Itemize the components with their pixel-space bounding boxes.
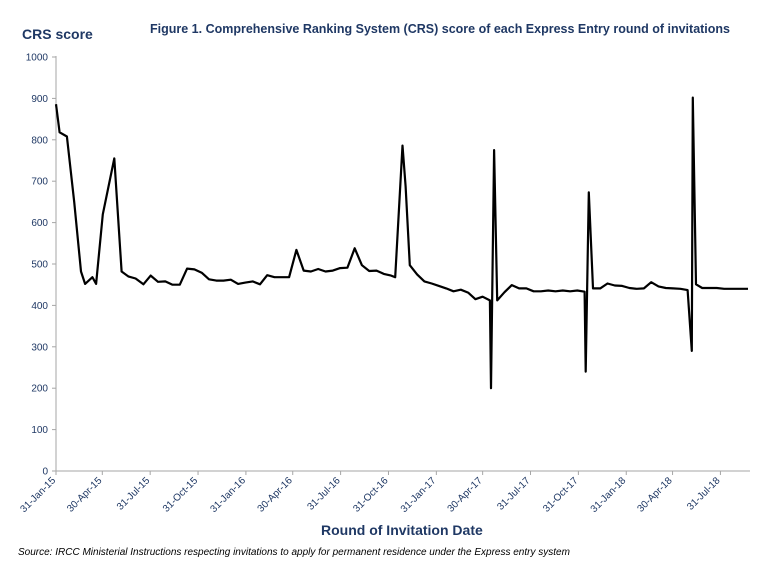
x-tick-label: 31-Oct-17: [541, 475, 581, 515]
x-tick-label: 31-Oct-15: [161, 475, 201, 515]
y-tick-label: 800: [31, 135, 48, 146]
x-tick-label: 31-Jan-17: [399, 475, 439, 515]
y-tick-label: 300: [31, 342, 48, 353]
y-tick-label: 1000: [26, 53, 49, 64]
y-tick-label: 500: [31, 260, 48, 271]
x-tick-label: 31-Jul-16: [305, 475, 343, 513]
y-tick-label: 0: [42, 467, 48, 478]
y-tick-label: 900: [31, 94, 48, 105]
source-note: Source: IRCC Ministerial Instructions re…: [18, 547, 570, 558]
x-tick-label: 30-Apr-16: [256, 475, 296, 515]
x-tick-label: 31-Jan-16: [208, 475, 248, 515]
series-group: [54, 96, 748, 390]
x-axis-title: Round of Invitation Date: [321, 522, 483, 538]
y-tick-label: 100: [31, 425, 48, 436]
chart-title: Figure 1. Comprehensive Ranking System (…: [150, 22, 730, 36]
x-axis-ticks: 31-Jan-15 30-Apr-15 31-Jul-15 31-Oct-15 31-J…: [19, 471, 723, 515]
y-tick-label: 600: [31, 218, 48, 229]
x-tick-label: 31-Oct-16: [351, 475, 391, 515]
x-tick-label: 31-Jan-15: [19, 475, 59, 515]
y-tick-label: 700: [31, 177, 48, 188]
crs-score-series-line: [54, 96, 748, 390]
x-tick-label: 31-Jul-15: [115, 475, 153, 513]
x-tick-label: 30-Apr-15: [65, 475, 105, 515]
x-tick-label: 31-Jul-18: [685, 475, 723, 513]
x-tick-label: 31-Jul-17: [495, 475, 533, 513]
y-tick-label: 200: [31, 384, 48, 395]
x-tick-label: 31-Jan-18: [589, 475, 629, 515]
y-axis-ticks: 0 100 200 300 400 500 600 700 800 900 1000: [26, 53, 56, 478]
y-axis-title: CRS score: [22, 26, 93, 42]
x-tick-label: 30-Apr-18: [635, 475, 675, 515]
y-tick-label: 400: [31, 301, 48, 312]
x-tick-label: 30-Apr-17: [446, 475, 486, 515]
